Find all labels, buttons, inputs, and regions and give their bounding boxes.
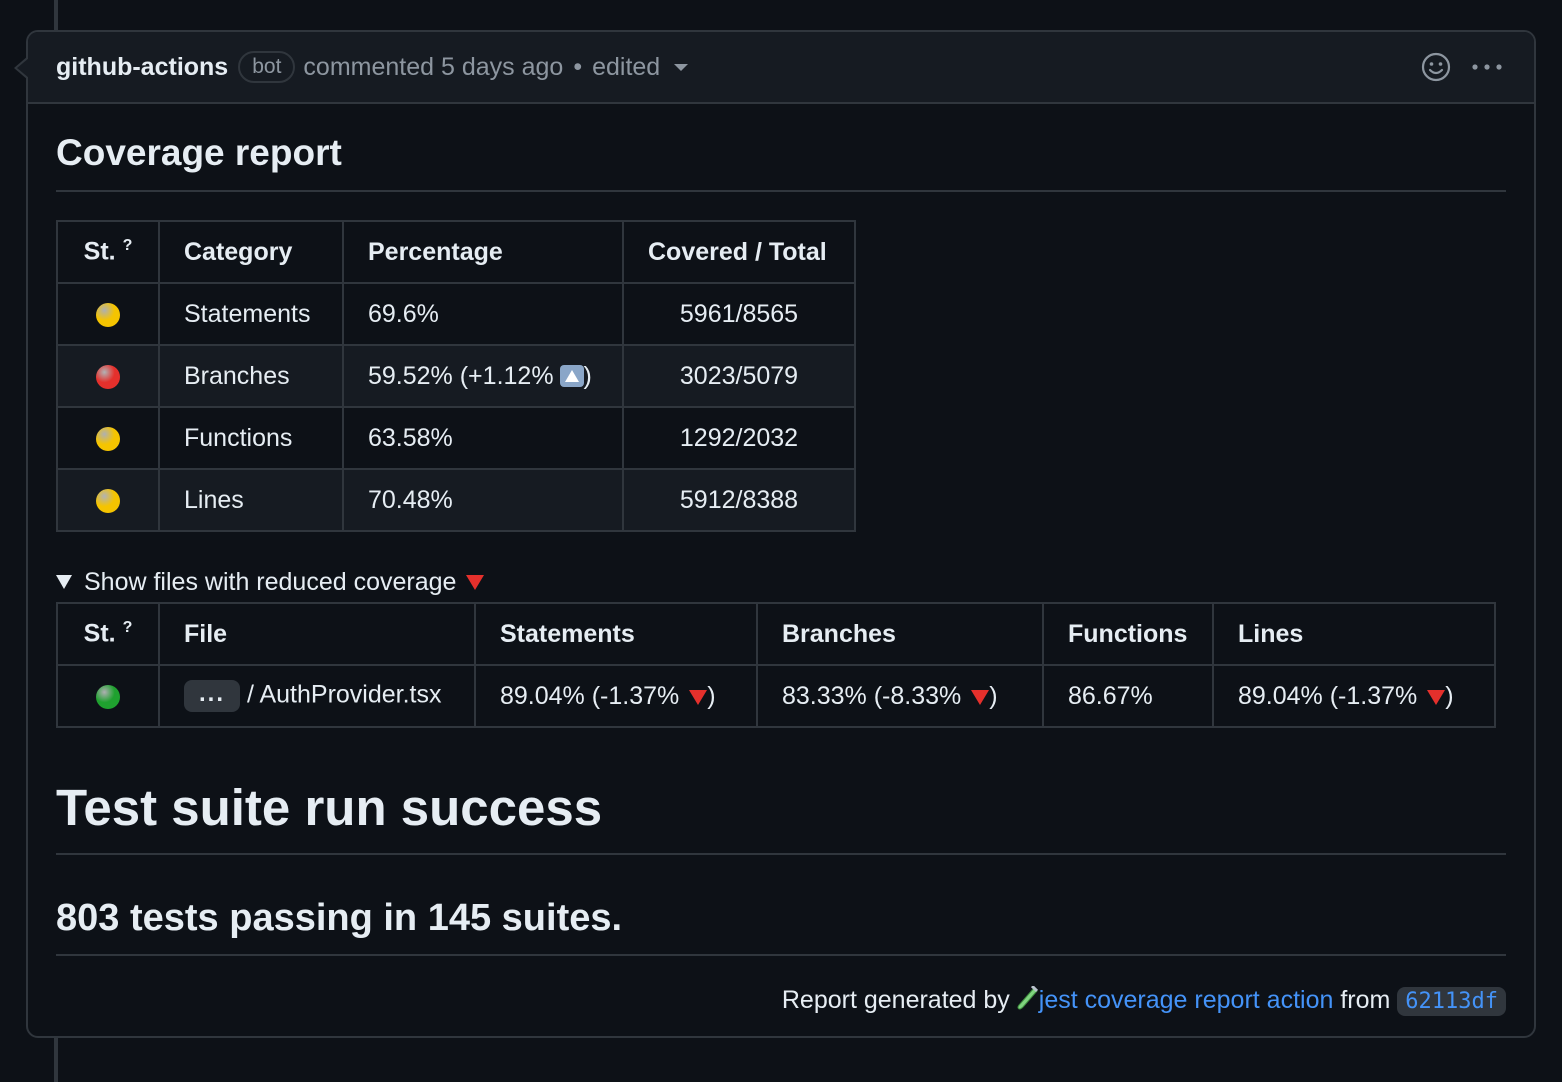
status-dot-icon bbox=[96, 302, 120, 327]
table-header-row: St. ? Category Percentage Covered / Tota… bbox=[56, 220, 856, 284]
tests-summary-heading: 803 tests passing in 145 suites. bbox=[56, 897, 1506, 956]
comment-header: github-actions bot commented 5 days ago •… bbox=[14, 32, 1534, 104]
footer-from: from bbox=[1340, 986, 1391, 1014]
status-dot-icon bbox=[96, 488, 120, 513]
covered-cell: 5961/8565 bbox=[622, 282, 856, 346]
arrow-down-icon bbox=[466, 574, 485, 590]
functions-cell: 86.67% bbox=[1042, 664, 1214, 728]
category-cell: Lines bbox=[158, 468, 344, 532]
coverage-report-heading: Coverage report bbox=[56, 104, 1506, 192]
author-link[interactable]: github-actions bbox=[56, 52, 229, 81]
table-row: Functions 63.58% 1292/2032 bbox=[56, 406, 856, 470]
category-cell: Branches bbox=[158, 344, 344, 408]
status-header: St. ? bbox=[56, 220, 160, 284]
statements-value: 89.04% (-1.37% bbox=[500, 681, 680, 710]
file-name: / AuthProvider.tsx bbox=[246, 680, 442, 709]
path-ellipsis-button[interactable]: ... bbox=[184, 680, 240, 712]
reduced-coverage-files-table: St. ? File Statements Branches Functions… bbox=[56, 602, 1496, 728]
percentage-cell: 63.58% bbox=[342, 406, 624, 470]
percentage-cell: 70.48% bbox=[342, 468, 624, 532]
category-cell: Statements bbox=[158, 282, 344, 346]
status-help-link[interactable]: ? bbox=[122, 619, 133, 637]
table-header-row: St. ? File Statements Branches Functions… bbox=[56, 602, 1496, 666]
timestamp-link[interactable]: commented 5 days ago bbox=[303, 52, 564, 81]
percentage-cell: 69.6% bbox=[342, 282, 624, 346]
table-row: Lines 70.48% 5912/8388 bbox=[56, 468, 856, 532]
bot-badge: bot bbox=[238, 51, 296, 83]
status-cell bbox=[56, 282, 160, 346]
covered-cell: 1292/2032 bbox=[622, 406, 856, 470]
status-cell bbox=[56, 468, 160, 532]
status-dot-icon bbox=[96, 426, 120, 451]
status-header-label: St. bbox=[83, 237, 116, 266]
category-cell: Functions bbox=[158, 406, 344, 470]
covered-cell: 5912/8388 bbox=[622, 468, 856, 532]
covered-cell: 3023/5079 bbox=[622, 344, 856, 408]
branches-header: Branches bbox=[756, 602, 1044, 666]
reduced-coverage-details-toggle[interactable]: Show files with reduced coverage bbox=[56, 562, 1506, 602]
arrow-down-icon bbox=[689, 689, 708, 705]
status-cell bbox=[56, 664, 160, 728]
status-help-link[interactable]: ? bbox=[122, 237, 133, 255]
test-tube-icon bbox=[1017, 986, 1038, 1010]
status-cell bbox=[56, 406, 160, 470]
action-link[interactable]: jest coverage report action bbox=[1038, 986, 1334, 1014]
table-row: Branches 59.52% (+1.12%) 3023/5079 bbox=[56, 344, 856, 408]
lines-close: ) bbox=[1445, 681, 1454, 710]
table-row: ... / AuthProvider.tsx 89.04% (-1.37%) 8… bbox=[56, 664, 1496, 728]
statements-header: Statements bbox=[474, 602, 758, 666]
file-header: File bbox=[158, 602, 476, 666]
percentage-cell: 59.52% (+1.12%) bbox=[342, 344, 624, 408]
branches-value: 83.33% (-8.33% bbox=[782, 681, 962, 710]
lines-cell: 89.04% (-1.37%) bbox=[1212, 664, 1496, 728]
status-header: St. ? bbox=[56, 602, 160, 666]
coverage-summary-table: St. ? Category Percentage Covered / Tota… bbox=[56, 220, 856, 532]
arrow-down-icon bbox=[1427, 689, 1446, 705]
report-footer: Report generated by jest coverage report… bbox=[56, 986, 1506, 1016]
lines-value: 89.04% (-1.37% bbox=[1238, 681, 1418, 710]
covered-total-header: Covered / Total bbox=[622, 220, 856, 284]
lines-header: Lines bbox=[1212, 602, 1496, 666]
percentage-value: 59.52% (+1.12% bbox=[368, 361, 554, 390]
file-cell: ... / AuthProvider.tsx bbox=[158, 664, 476, 728]
status-cell bbox=[56, 344, 160, 408]
meta-separator: • bbox=[573, 52, 583, 81]
table-row: Statements 69.6% 5961/8565 bbox=[56, 282, 856, 346]
comment-meta: commented 5 days ago • edited bbox=[303, 52, 689, 82]
percentage-header: Percentage bbox=[342, 220, 624, 284]
statements-cell: 89.04% (-1.37%) bbox=[474, 664, 758, 728]
branches-cell: 83.33% (-8.33%) bbox=[756, 664, 1044, 728]
details-summary-label: Show files with reduced coverage bbox=[84, 567, 457, 596]
comment-caret-inner bbox=[17, 58, 29, 78]
status-dot-icon bbox=[96, 364, 120, 389]
footer-prefix: Report generated by bbox=[781, 986, 1010, 1014]
smiley-icon[interactable] bbox=[1420, 51, 1452, 83]
statements-close: ) bbox=[707, 681, 716, 710]
comment-body: Coverage report St. ? Category Percentag… bbox=[28, 104, 1534, 1016]
category-header: Category bbox=[158, 220, 344, 284]
arrow-up-icon bbox=[559, 364, 584, 387]
commit-sha-link[interactable]: 62113df bbox=[1397, 987, 1506, 1016]
test-suite-heading: Test suite run success bbox=[56, 778, 1506, 855]
edited-dropdown[interactable]: edited bbox=[592, 52, 689, 81]
header-actions bbox=[1420, 51, 1506, 83]
status-header-label: St. bbox=[83, 619, 116, 648]
percentage-close: ) bbox=[583, 361, 592, 390]
status-dot-icon bbox=[96, 684, 120, 709]
functions-header: Functions bbox=[1042, 602, 1214, 666]
disclosure-triangle-icon bbox=[56, 575, 72, 589]
comment-box: github-actions bot commented 5 days ago •… bbox=[14, 30, 1536, 1038]
edited-label: edited bbox=[592, 52, 661, 81]
branches-close: ) bbox=[989, 681, 998, 710]
chevron-down-icon bbox=[674, 64, 689, 72]
arrow-down-icon bbox=[971, 689, 990, 705]
kebab-horizontal-icon[interactable] bbox=[1470, 61, 1506, 73]
